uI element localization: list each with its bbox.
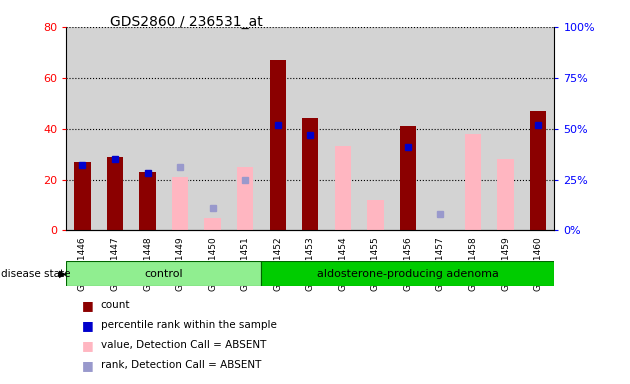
Bar [335, 146, 351, 230]
Bar [66, 261, 261, 286]
Text: GDS2860 / 236531_at: GDS2860 / 236531_at [110, 15, 263, 29]
Text: control: control [144, 268, 183, 279]
Text: percentile rank within the sample: percentile rank within the sample [101, 320, 277, 330]
Text: rank, Detection Call = ABSENT: rank, Detection Call = ABSENT [101, 360, 261, 370]
Text: value, Detection Call = ABSENT: value, Detection Call = ABSENT [101, 340, 266, 350]
Bar [107, 157, 123, 230]
Bar [139, 172, 156, 230]
Bar [400, 126, 416, 230]
Bar [74, 162, 91, 230]
Bar [302, 118, 318, 230]
Text: ▶: ▶ [59, 268, 66, 279]
Text: aldosterone-producing adenoma: aldosterone-producing adenoma [317, 268, 499, 279]
Text: ■: ■ [82, 319, 94, 332]
Bar [270, 60, 286, 230]
Text: ■: ■ [82, 299, 94, 312]
Bar [237, 167, 253, 230]
Bar [205, 218, 220, 230]
Text: ■: ■ [82, 339, 94, 352]
Bar [530, 111, 546, 230]
Bar [498, 159, 513, 230]
Bar [261, 261, 554, 286]
Bar [172, 177, 188, 230]
Bar [367, 200, 384, 230]
Bar [465, 134, 481, 230]
Text: ■: ■ [82, 359, 94, 372]
Text: count: count [101, 300, 130, 310]
Text: disease state: disease state [1, 268, 70, 279]
